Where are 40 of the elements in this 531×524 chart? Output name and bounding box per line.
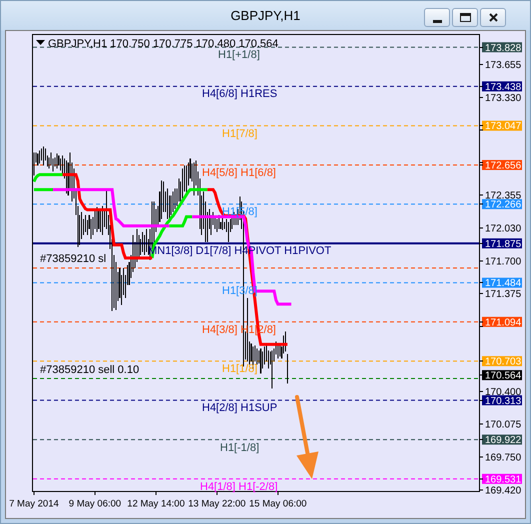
y-tick-label: 173.330 xyxy=(485,92,522,104)
y2-tick-label: 171.875 xyxy=(485,238,522,250)
y-tick-label: 172.030 xyxy=(485,223,522,234)
ref-line-label: H4[2/8] H1SUP xyxy=(202,402,278,414)
y2-tick-label: 171.484 xyxy=(485,278,522,290)
ref-line-label: H4[5/8] H1[6/8] xyxy=(202,167,276,179)
annotation: #73859210 sell 0.10 xyxy=(40,364,140,376)
ref-line-label: H1[1/8] xyxy=(222,363,258,375)
y2-tick-label: 170.564 xyxy=(485,370,522,382)
y2-tick-label: 169.922 xyxy=(485,435,522,446)
y-tick-label: 172.355 xyxy=(485,190,522,202)
y2-tick-label: 173.438 xyxy=(485,82,522,93)
y2-tick-label: 171.094 xyxy=(485,317,522,328)
ref-line-label: H4[6/8] H1RES xyxy=(202,88,278,100)
y-tick-label: 170.400 xyxy=(485,387,522,398)
ref-line-label: H1[7/8] xyxy=(222,128,258,140)
y2-tick-label: 170.703 xyxy=(485,356,522,368)
x-tick-label: 15 May 06:00 xyxy=(249,498,307,510)
annotation: #73859210 sl xyxy=(40,253,106,265)
chart-subtitle: GBPJPY,H1 170.750 170.775 170.480 170.564 xyxy=(48,38,278,50)
ref-line-label: H4[1/8] H1[-2/8] xyxy=(200,481,278,493)
y-tick-label: 173.655 xyxy=(485,60,522,72)
x-tick-label: 7 May 2014 xyxy=(9,498,59,510)
x-tick-label: 13 May 22:00 xyxy=(188,498,246,510)
y2-tick-label: 169.531 xyxy=(485,474,522,486)
y2-tick-label: 170.313 xyxy=(485,396,522,407)
y2-tick-label: 172.266 xyxy=(485,200,522,211)
y2-tick-label: 173.828 xyxy=(485,42,522,54)
y-tick-label: 170.075 xyxy=(485,420,522,431)
y2-tick-label: 172.656 xyxy=(485,160,522,172)
x-tick-label: 12 May 14:00 xyxy=(127,498,185,510)
ref-line-label: H1[+1/8] xyxy=(218,49,260,61)
y-tick-label: 171.375 xyxy=(485,289,522,300)
y2-tick-label: 173.047 xyxy=(485,121,522,132)
chart-title: GBPJPY,H1 xyxy=(230,8,302,23)
x-tick-label: 9 May 06:00 xyxy=(68,498,122,510)
y-tick-label: 169.750 xyxy=(485,452,522,464)
y-tick-label: 169.420 xyxy=(485,486,522,496)
ref-line-label: H1[-1/8] xyxy=(220,442,260,454)
y-tick-label: 171.700 xyxy=(485,256,522,268)
